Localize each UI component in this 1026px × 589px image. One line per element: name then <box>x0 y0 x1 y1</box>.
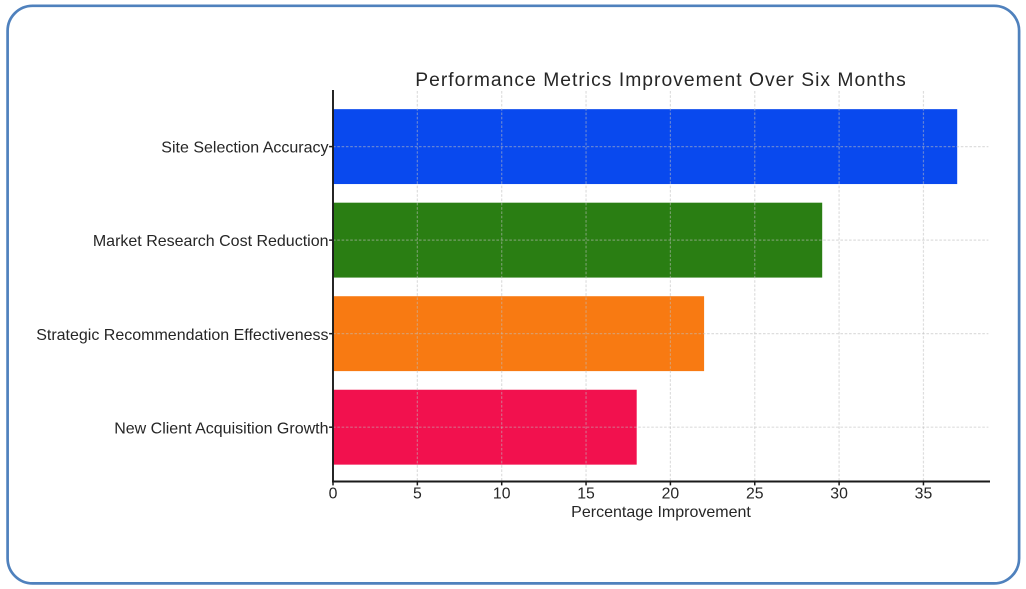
svg-text:30: 30 <box>830 485 848 502</box>
svg-text:Performance Metrics Improvemen: Performance Metrics Improvement Over Six… <box>415 70 907 91</box>
svg-text:Percentage Improvement: Percentage Improvement <box>571 504 751 521</box>
svg-text:0: 0 <box>329 485 338 502</box>
svg-text:35: 35 <box>915 485 933 502</box>
svg-text:Site Selection Accuracy: Site Selection Accuracy <box>161 140 328 157</box>
svg-text:20: 20 <box>662 485 680 502</box>
svg-text:Market Research Cost Reduction: Market Research Cost Reduction <box>93 233 329 250</box>
svg-text:New Client Acquisition Growth: New Client Acquisition Growth <box>114 420 328 437</box>
svg-text:10: 10 <box>493 485 511 502</box>
svg-text:5: 5 <box>413 485 422 502</box>
svg-text:25: 25 <box>746 485 764 502</box>
svg-text:Strategic Recommendation Effec: Strategic Recommendation Effectiveness <box>36 327 328 344</box>
svg-text:15: 15 <box>577 485 595 502</box>
